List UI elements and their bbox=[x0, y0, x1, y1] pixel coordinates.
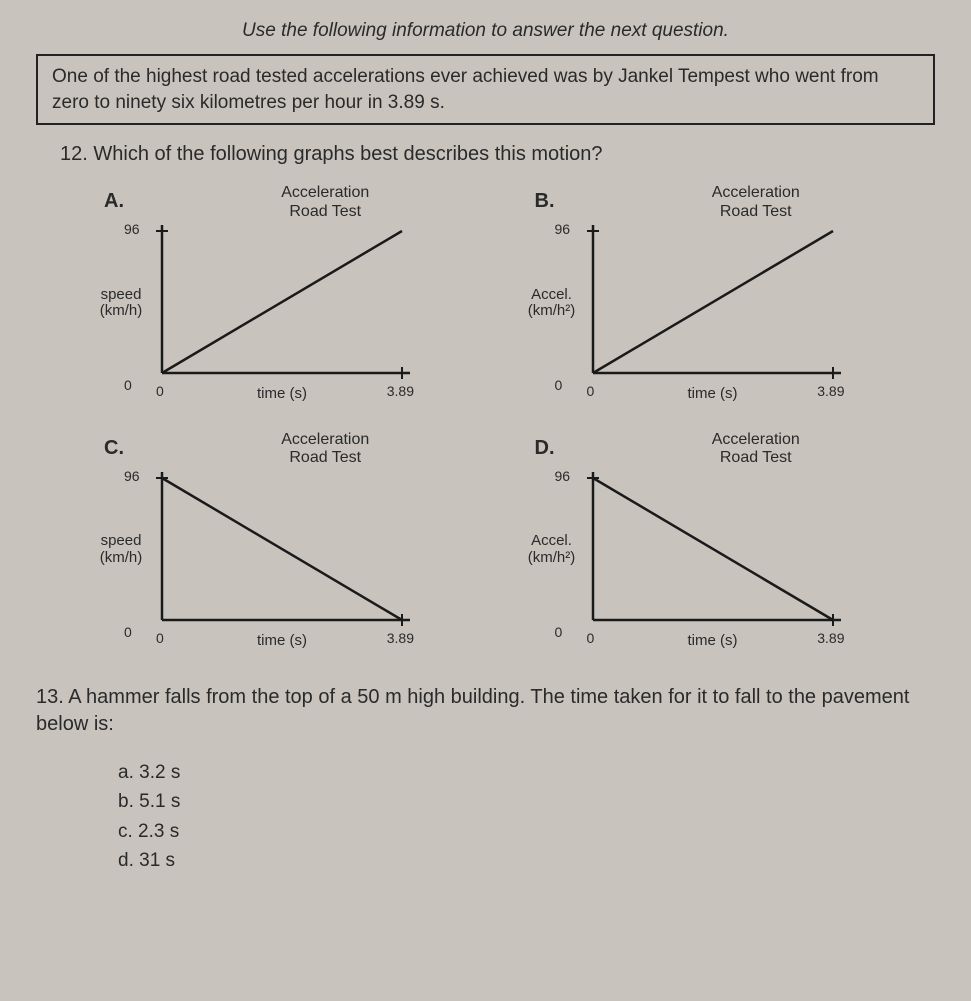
graph-xtick-end: 3.89 bbox=[387, 630, 414, 646]
graph-cell-A: A.AccelerationRoad Testspeed(km/h)960 0t… bbox=[90, 184, 481, 407]
graph-ytick-bottom: 0 bbox=[555, 624, 563, 640]
graph-ytick-bottom: 0 bbox=[124, 624, 132, 640]
graph-ytick-top: 96 bbox=[124, 221, 140, 237]
q13-option: c. 2.3 s bbox=[118, 817, 941, 846]
graph-plot-row: speed(km/h)960 bbox=[90, 223, 481, 383]
graph-x-axis-label: time (s) bbox=[152, 385, 412, 402]
q13-number: 13. bbox=[36, 686, 64, 708]
q12-number: 12. bbox=[60, 143, 88, 165]
graph-xtick-end: 3.89 bbox=[817, 383, 844, 399]
graph-option-label: C. bbox=[104, 437, 124, 460]
graphs-grid: A.AccelerationRoad Testspeed(km/h)960 0t… bbox=[90, 184, 911, 654]
graph-y-label: Accel.(km/h²) bbox=[521, 287, 583, 320]
graph-plot-row: Accel.(km/h²)960 bbox=[521, 470, 912, 630]
info-box: One of the highest road tested accelerat… bbox=[36, 54, 935, 125]
graph-x-axis-label: time (s) bbox=[583, 385, 843, 402]
graph-title: AccelerationRoad Test bbox=[601, 431, 912, 468]
q12-text: Which of the following graphs best descr… bbox=[93, 143, 602, 165]
instruction-text: Use the following information to answer … bbox=[130, 20, 841, 42]
graph-option-label: A. bbox=[104, 190, 124, 213]
question-12: 12. Which of the following graphs best d… bbox=[60, 143, 941, 166]
graph-cell-C: C.AccelerationRoad Testspeed(km/h)960 0t… bbox=[90, 431, 481, 654]
graph-x-axis-label: time (s) bbox=[152, 632, 412, 649]
question-13: 13. A hammer falls from the top of a 50 … bbox=[36, 684, 921, 738]
graph-ytick-bottom: 0 bbox=[124, 377, 132, 393]
graph-x-labels: 0time (s)3.89 bbox=[583, 383, 843, 407]
graph-ytick-top: 96 bbox=[555, 221, 571, 237]
graph-plot: 960 bbox=[583, 470, 843, 630]
graph-x-labels: 0time (s)3.89 bbox=[152, 630, 412, 654]
graph-title: AccelerationRoad Test bbox=[170, 184, 481, 221]
graph-y-label: speed(km/h) bbox=[90, 533, 152, 566]
graph-plot: 960 bbox=[152, 470, 412, 630]
graph-option-label: B. bbox=[535, 190, 555, 213]
q13-option: a. 3.2 s bbox=[118, 758, 941, 787]
graph-x-axis-label: time (s) bbox=[583, 632, 843, 649]
graph-title: AccelerationRoad Test bbox=[170, 431, 481, 468]
graph-plot: 960 bbox=[583, 223, 843, 383]
graph-plot-row: speed(km/h)960 bbox=[90, 470, 481, 630]
q13-options: a. 3.2 sb. 5.1 sc. 2.3 sd. 31 s bbox=[118, 758, 941, 876]
graph-x-labels: 0time (s)3.89 bbox=[583, 630, 843, 654]
graph-ytick-top: 96 bbox=[124, 468, 140, 484]
graph-xtick-end: 3.89 bbox=[817, 630, 844, 646]
graph-x-labels: 0time (s)3.89 bbox=[152, 383, 412, 407]
graph-xtick-end: 3.89 bbox=[387, 383, 414, 399]
graph-plot-row: Accel.(km/h²)960 bbox=[521, 223, 912, 383]
graph-ytick-top: 96 bbox=[555, 468, 571, 484]
graph-cell-B: B.AccelerationRoad TestAccel.(km/h²)960 … bbox=[521, 184, 912, 407]
graph-plot: 960 bbox=[152, 223, 412, 383]
graph-cell-D: D.AccelerationRoad TestAccel.(km/h²)960 … bbox=[521, 431, 912, 654]
graph-y-label: Accel.(km/h²) bbox=[521, 533, 583, 566]
q13-option: b. 5.1 s bbox=[118, 787, 941, 816]
q13-text: A hammer falls from the top of a 50 m hi… bbox=[36, 686, 909, 735]
graph-ytick-bottom: 0 bbox=[555, 377, 563, 393]
graph-y-label: speed(km/h) bbox=[90, 287, 152, 320]
graph-option-label: D. bbox=[535, 437, 555, 460]
q13-option: d. 31 s bbox=[118, 846, 941, 875]
graph-title: AccelerationRoad Test bbox=[601, 184, 912, 221]
